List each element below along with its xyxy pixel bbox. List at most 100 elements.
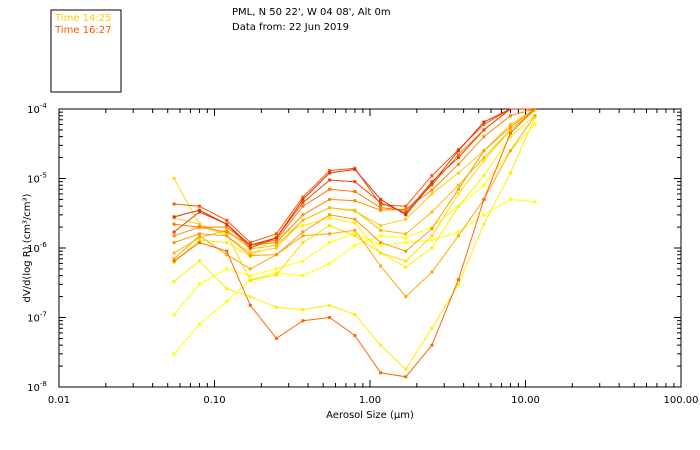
data-point [328, 261, 332, 265]
data-point [301, 259, 305, 263]
data-point [248, 241, 252, 244]
data-point [172, 313, 176, 317]
data-point [248, 267, 252, 271]
data-point [172, 251, 176, 255]
data-point [456, 282, 460, 286]
data-point [404, 375, 408, 379]
data-point [328, 187, 332, 191]
data-point [197, 234, 201, 238]
data-point [508, 149, 512, 153]
data-point [404, 259, 408, 263]
data-point [274, 253, 278, 257]
series-t12 [172, 108, 536, 379]
data-point [379, 241, 383, 244]
data-point [379, 243, 383, 247]
data-point [430, 343, 434, 347]
data-point [430, 183, 434, 187]
data-point [533, 114, 537, 118]
data-point [430, 270, 434, 274]
data-point [301, 195, 305, 199]
data-point [379, 197, 383, 201]
data-point [172, 177, 176, 180]
data-point [274, 241, 278, 244]
data-point [379, 206, 383, 210]
data-point [404, 241, 408, 244]
site-header: PML, N 50 22', W 04 08', Alt 0m [232, 7, 391, 18]
data-point [301, 274, 305, 278]
series-t8 [172, 114, 537, 299]
data-point [456, 171, 460, 175]
data-point [274, 336, 278, 340]
data-point [404, 232, 408, 236]
data-point [301, 204, 305, 208]
data-point [197, 232, 201, 236]
plot-frame [58, 108, 682, 388]
data-point [225, 234, 229, 238]
data-point [456, 204, 460, 208]
data-point [328, 224, 332, 228]
data-point [225, 267, 229, 271]
data-point [353, 180, 357, 184]
data-point [301, 197, 305, 201]
data-point [456, 234, 460, 238]
data-point [172, 280, 176, 283]
data-point [353, 167, 357, 171]
data-point [482, 128, 486, 132]
data-point [328, 232, 332, 236]
data-point [430, 192, 434, 196]
data-point [225, 287, 229, 291]
data-point [379, 234, 383, 238]
data-point [508, 131, 512, 135]
data-point [328, 169, 332, 173]
data-point [328, 303, 332, 307]
data-point [508, 197, 512, 201]
data-point [456, 192, 460, 196]
series-t9 [172, 108, 536, 257]
data-point [274, 238, 278, 242]
data-point [456, 230, 460, 234]
data-point [508, 128, 512, 132]
data-point [197, 236, 201, 240]
data-point [328, 206, 332, 210]
data-point [379, 224, 383, 228]
data-point [456, 187, 460, 191]
y-tick-label: 10-5 [27, 172, 47, 186]
series-layer [172, 108, 537, 379]
data-point [225, 228, 229, 232]
data-point [482, 122, 486, 126]
series-t11 [172, 108, 535, 247]
legend-entry-1: Time 16:27 [54, 25, 111, 36]
data-point [430, 326, 434, 330]
data-point [353, 228, 357, 232]
data-point [328, 213, 332, 217]
data-point [274, 232, 278, 236]
y-tick-label: 10-4 [27, 102, 47, 116]
data-point [508, 125, 512, 129]
y-axis-label: dV/d(log R) (cm³/cm³) [22, 193, 33, 302]
data-point [456, 278, 460, 282]
data-point [328, 216, 332, 220]
data-point [508, 135, 512, 139]
data-point [197, 210, 201, 214]
data-point [430, 174, 434, 178]
data-point [172, 222, 176, 226]
y-tick-label: 10-6 [27, 241, 47, 255]
data-point [430, 238, 434, 242]
data-point [456, 183, 460, 187]
data-point [225, 253, 229, 257]
data-point [482, 174, 486, 178]
data-point [172, 352, 176, 356]
axis-ticks: 0.01 0.10 1.00 10.00 100.00 10-8 10-7 10-6 10-5 1… [27, 102, 698, 406]
data-point [301, 213, 305, 217]
data-point [404, 211, 408, 215]
data-point [456, 153, 460, 157]
data-point [404, 204, 408, 208]
data-point [225, 300, 229, 303]
data-point [248, 303, 252, 307]
data-point [379, 203, 383, 207]
data-point [404, 367, 408, 371]
data-point [197, 322, 201, 326]
data-point [328, 197, 332, 201]
data-point [172, 257, 176, 261]
